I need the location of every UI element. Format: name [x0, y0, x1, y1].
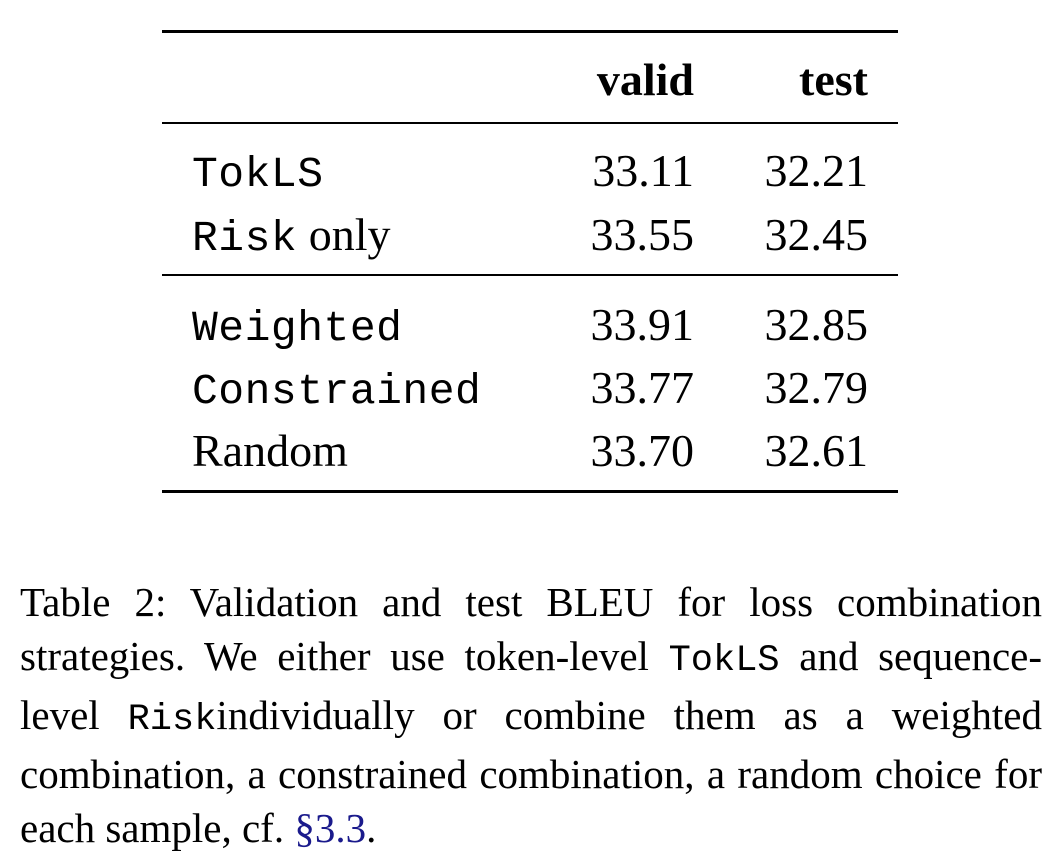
table-group-rule — [162, 274, 898, 276]
row-name-random: Random — [192, 428, 348, 476]
cell-valid: 33.11 — [592, 145, 694, 196]
row-name-mono: TokLS — [192, 150, 324, 199]
table-bottom-rule — [162, 490, 898, 493]
row-name-mono: Constrained — [192, 367, 482, 416]
row-name-tokls: TokLS — [192, 148, 324, 196]
cell-test: 32.21 — [764, 145, 869, 196]
cell-valid: 33.55 — [590, 209, 695, 260]
cell-valid: 33.91 — [590, 299, 695, 350]
caption-code-risk: Risk — [127, 699, 217, 741]
caption-text: . — [366, 805, 377, 851]
row-name-weighted: Weighted — [192, 302, 402, 350]
section-reference-link[interactable]: §3.3 — [294, 805, 367, 851]
caption-code-tokls: TokLS — [668, 640, 780, 682]
row-name-mono: Weighted — [192, 304, 403, 353]
cell-test: 32.85 — [764, 299, 869, 350]
row-name-constrained: Constrained — [192, 365, 481, 413]
table-top-rule — [162, 30, 898, 33]
header-valid: valid — [596, 54, 694, 105]
caption-text: Table 2: Validation and test BLEU for lo… — [20, 579, 1042, 679]
cell-test: 32.45 — [764, 209, 869, 260]
table-header-rule — [162, 122, 898, 124]
caption-text: and sequence-level — [20, 633, 1042, 738]
caption-text: individually or combine them as a weight… — [20, 692, 1042, 851]
cell-valid: 33.77 — [590, 362, 695, 413]
row-name-risk-only: Risk only — [192, 209, 391, 263]
cell-valid: 33.70 — [590, 425, 695, 476]
row-name-plain: only — [297, 209, 391, 260]
header-test: test — [799, 54, 868, 105]
cell-test: 32.79 — [764, 362, 869, 413]
cell-test: 32.61 — [764, 425, 869, 476]
row-name-plain: Random — [192, 425, 348, 476]
table-caption: Table 2: Validation and test BLEU for lo… — [20, 575, 1042, 855]
row-name-mono: Risk — [192, 214, 298, 263]
